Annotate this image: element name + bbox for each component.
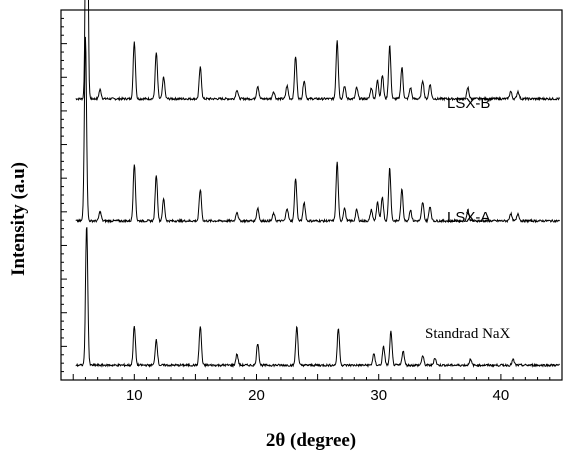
series-line-3 (75, 227, 560, 369)
x-tick-label: 10 (126, 387, 143, 404)
y-axis-title: Intensity (a.u) (8, 162, 29, 276)
series-label-3: Standrad NaX (425, 326, 511, 342)
x-tick-label: 40 (493, 387, 510, 404)
series-line-1 (75, 0, 561, 102)
ticks-group: 10 20 30 40 (61, 17, 563, 404)
labels-group: LSX-B LSX-A Standrad NaX (425, 95, 511, 342)
series-label-1: LSX-B (447, 95, 490, 112)
series-label-2: LSX-A (447, 209, 490, 226)
x-tick-label: 20 (248, 387, 265, 404)
series-group (75, 0, 561, 369)
x-axis-title: 2θ (degree) (266, 430, 356, 451)
x-tick-label: 30 (370, 387, 387, 404)
series-line-2 (75, 36, 561, 224)
